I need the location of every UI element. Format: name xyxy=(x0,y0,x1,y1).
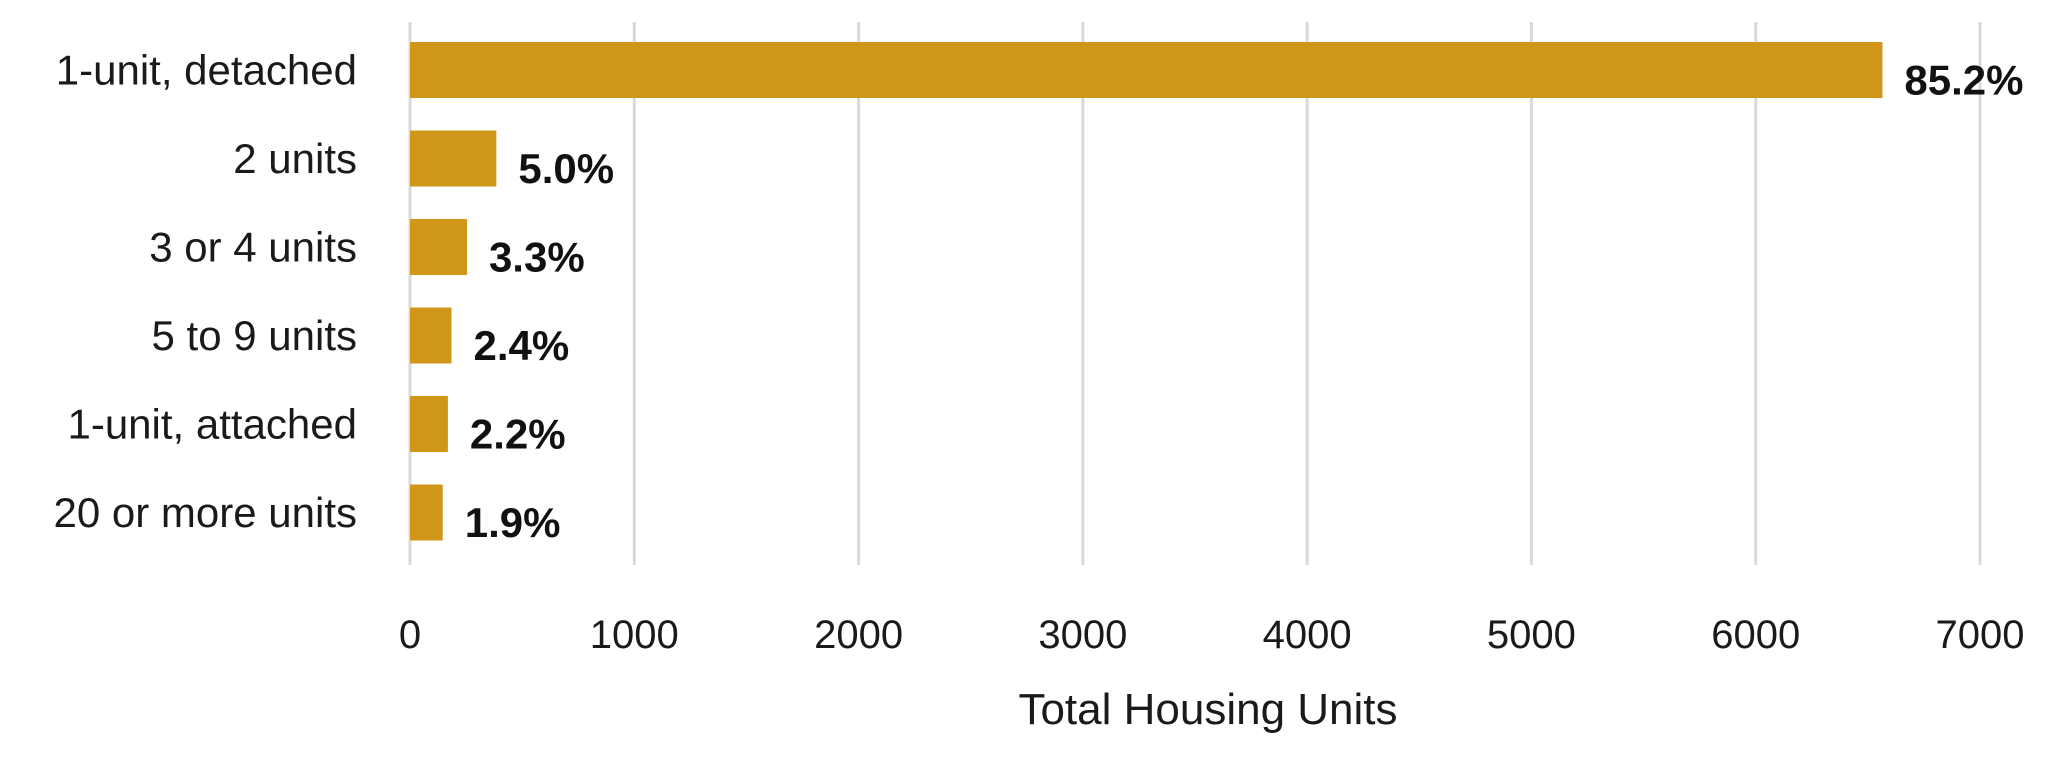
bar-6 xyxy=(410,484,443,541)
data-label-3: 3.3% xyxy=(489,234,585,281)
data-label-4: 2.4% xyxy=(473,322,569,369)
x-tick-label-0: 0 xyxy=(399,613,421,657)
category-label-4: 5 to 9 units xyxy=(152,312,357,359)
x-tick-label-4000: 4000 xyxy=(1263,613,1352,657)
x-tick-label-2000: 2000 xyxy=(814,613,903,657)
bar-3 xyxy=(410,219,467,275)
category-label-3: 3 or 4 units xyxy=(149,224,357,271)
x-tick-label-1000: 1000 xyxy=(590,613,679,657)
category-label-2: 2 units xyxy=(233,135,357,182)
bar-2 xyxy=(410,130,497,187)
data-labels: 85.2% 5.0% 3.3% 2.4% 2.2% 1.9% xyxy=(465,57,2024,547)
category-labels: 1-unit, detached 2 units 3 or 4 units 5 to … xyxy=(54,47,357,537)
data-label-6: 1.9% xyxy=(465,499,561,546)
bar-5 xyxy=(410,396,448,452)
x-axis-tick-labels: 0 1000 2000 3000 4000 5000 6000 7000 xyxy=(399,613,2025,657)
x-tick-label-7000: 7000 xyxy=(1936,613,2025,657)
x-tick-label-6000: 6000 xyxy=(1711,613,1800,657)
data-label-1: 85.2% xyxy=(1904,57,2023,104)
data-label-5: 2.2% xyxy=(470,411,566,458)
bar-4 xyxy=(410,307,452,364)
x-tick-label-5000: 5000 xyxy=(1487,613,1576,657)
bars xyxy=(410,42,1883,541)
gridlines xyxy=(408,22,1982,565)
data-label-2: 5.0% xyxy=(518,145,614,192)
category-label-6: 20 or more units xyxy=(54,489,357,536)
category-label-5: 1-unit, attached xyxy=(67,401,357,448)
x-tick-label-3000: 3000 xyxy=(1038,613,1127,657)
bar-1 xyxy=(410,42,1883,98)
x-axis-title: Total Housing Units xyxy=(1018,685,1397,734)
category-label-1: 1-unit, detached xyxy=(56,47,357,94)
